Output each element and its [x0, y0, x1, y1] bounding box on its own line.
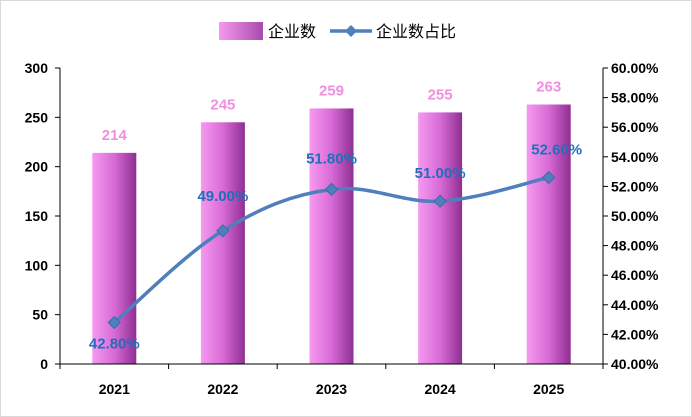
line-point-2025 [541, 170, 556, 185]
line-value-label: 52.60% [531, 142, 582, 159]
right-tick-label: 60.00% [611, 60, 659, 76]
line-value-label: 51.00% [415, 165, 466, 182]
x-tick-label: 2023 [316, 381, 347, 397]
line-point-2022 [216, 224, 230, 238]
line-point-2024 [433, 194, 447, 208]
right-tick-label: 44.00% [611, 297, 659, 313]
x-tick-label: 2021 [99, 381, 130, 397]
left-tick-label: 300 [25, 60, 49, 76]
right-tick-label: 56.00% [611, 119, 659, 135]
left-tick-label: 150 [25, 208, 49, 224]
x-tick-label: 2025 [533, 381, 564, 397]
right-tick-label: 58.00% [611, 90, 659, 106]
legend-line-marker [345, 25, 357, 37]
left-tick-label: 250 [25, 109, 49, 125]
legend-line-label: 企业数占比 [376, 22, 456, 41]
line-value-label: 42.80% [89, 336, 140, 353]
right-tick-label: 42.00% [611, 326, 659, 342]
bar-value-label: 214 [102, 127, 128, 144]
bar-value-label: 255 [428, 86, 453, 103]
line-value-label: 49.00% [197, 188, 248, 205]
x-tick-label: 2024 [425, 381, 456, 397]
left-tick-label: 100 [25, 257, 49, 273]
left-tick-label: 0 [40, 356, 48, 372]
line-point-2023 [324, 182, 339, 197]
right-tick-label: 54.00% [611, 149, 659, 165]
bar-2023 [309, 108, 354, 364]
right-tick-label: 52.00% [611, 178, 659, 194]
bar-2024 [418, 112, 463, 365]
bar-value-label: 259 [319, 82, 344, 99]
left-tick-label: 50 [32, 307, 48, 323]
bar-value-label: 263 [536, 79, 561, 96]
right-tick-label: 50.00% [611, 208, 659, 224]
right-tick-label: 46.00% [611, 267, 659, 283]
bar-2022 [200, 122, 245, 365]
right-tick-label: 48.00% [611, 238, 659, 254]
bar-2025 [526, 104, 571, 365]
legend-bar-swatch [219, 22, 263, 40]
legend-bar-label: 企业数 [268, 22, 316, 41]
left-tick-label: 200 [25, 159, 49, 175]
line-point-2021 [107, 315, 122, 330]
bar-2021 [92, 152, 137, 364]
line-value-label: 51.80% [306, 150, 357, 167]
right-tick-label: 40.00% [611, 356, 659, 372]
bar-value-label: 245 [210, 96, 235, 113]
x-tick-label: 2022 [207, 381, 238, 397]
